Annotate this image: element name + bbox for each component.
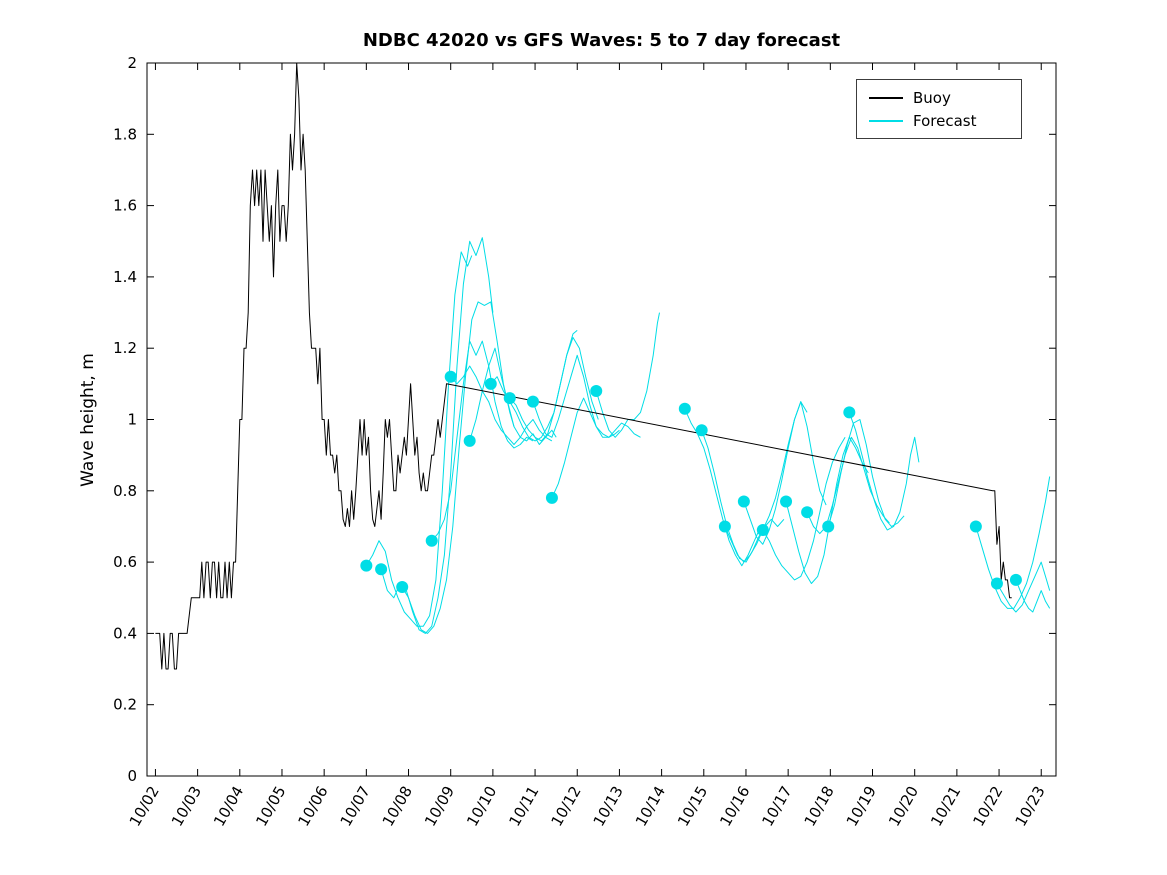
forecast-start-marker [375, 563, 388, 576]
x-tick-label: 10/03 [168, 783, 205, 829]
x-tick-label: 10/09 [421, 783, 458, 829]
y-tick-label: 0.8 [113, 482, 137, 500]
forecast-run-line [532, 354, 620, 438]
forecast-run-line [401, 301, 515, 634]
x-tick-label: 10/13 [590, 783, 627, 829]
y-tick-label: 0 [127, 767, 137, 785]
legend-item-forecast: Forecast [869, 112, 1009, 130]
y-tick-label: 0.6 [113, 553, 137, 571]
y-tick-label: 0.4 [113, 624, 137, 642]
forecast-start-marker [526, 395, 539, 408]
forecast-run-line [431, 340, 534, 542]
x-tick-label: 10/16 [716, 783, 753, 829]
forecast-run-line [785, 436, 869, 584]
buoy-series-line [155, 62, 1012, 670]
x-tick-label: 10/19 [843, 783, 880, 829]
forecast-start-marker [718, 520, 731, 533]
forecast-start-marker [360, 559, 373, 572]
x-tick-label: 10/02 [126, 783, 163, 829]
y-axis-label: Wave height, m [78, 353, 98, 487]
x-tick-label: 10/22 [969, 783, 1006, 829]
legend-label-buoy: Buoy [913, 88, 951, 107]
x-tick-label: 10/08 [379, 783, 416, 829]
x-tick-label: 10/10 [463, 783, 500, 829]
forecast-run-line [450, 365, 553, 445]
forecast-run-line [975, 476, 1051, 609]
x-tick-label: 10/18 [801, 783, 838, 829]
y-tick-label: 1.8 [113, 125, 137, 143]
forecast-start-marker [425, 534, 438, 547]
legend-label-forecast: Forecast [913, 111, 977, 130]
x-tick-label: 10/12 [548, 783, 585, 829]
axes-box [146, 62, 1057, 777]
x-tick-label: 10/21 [927, 783, 964, 829]
y-tick-label: 1.6 [113, 197, 137, 215]
buoy-line-swatch [869, 96, 903, 99]
forecast-run-line [848, 412, 920, 531]
y-tick-label: 1.2 [113, 339, 137, 357]
x-tick-label: 10/17 [758, 783, 795, 829]
x-tick-label: 10/20 [885, 783, 922, 829]
forecast-run-line [595, 312, 660, 438]
forecast-line-swatch [869, 119, 903, 122]
forecast-start-marker [990, 577, 1003, 590]
x-tick-label: 10/06 [294, 783, 331, 829]
forecast-start-marker [484, 377, 497, 390]
y-tick-label: 1.4 [113, 268, 137, 286]
legend-item-buoy: Buoy [869, 89, 1009, 107]
forecast-run-line [806, 436, 890, 535]
forecast-run-line [469, 347, 557, 445]
forecast-run-line [743, 401, 827, 545]
forecast-start-marker [737, 495, 750, 508]
forecast-start-marker [545, 491, 558, 504]
forecast-start-marker [396, 581, 409, 594]
x-tick-label: 10/14 [632, 783, 669, 829]
forecast-start-marker [780, 495, 793, 508]
forecast-run-line [1015, 579, 1051, 613]
x-tick-label: 10/05 [252, 783, 289, 829]
forecast-start-marker [843, 406, 856, 419]
forecast-start-marker [801, 506, 814, 519]
forecast-start-marker [590, 384, 603, 397]
x-tick-label: 10/07 [337, 783, 374, 829]
x-tick-label: 10/11 [505, 783, 542, 829]
x-tick-label: 10/15 [674, 783, 711, 829]
forecast-start-marker [463, 434, 476, 447]
forecast-start-marker [678, 402, 691, 415]
forecast-start-marker [695, 424, 708, 437]
forecast-run-line [509, 337, 599, 442]
forecast-start-marker [444, 370, 457, 383]
x-tick-label: 10/23 [1011, 783, 1048, 829]
forecast-start-marker [503, 392, 516, 405]
forecast-run-line [996, 561, 1051, 613]
forecast-start-marker [1009, 573, 1022, 586]
y-tick-label: 2 [127, 54, 137, 72]
forecast-start-marker [822, 520, 835, 533]
x-tick-label: 10/04 [210, 783, 247, 829]
forecast-run-line [551, 397, 641, 499]
y-tick-label: 1 [127, 411, 137, 429]
chart-title: NDBC 42020 vs GFS Waves: 5 to 7 day fore… [362, 30, 841, 51]
legend: Buoy Forecast [856, 79, 1022, 139]
forecast-run-line [380, 237, 494, 634]
forecast-run-line [827, 419, 905, 527]
forecast-start-marker [756, 524, 769, 537]
forecast-start-marker [969, 520, 982, 533]
y-tick-label: 0.2 [113, 696, 137, 714]
